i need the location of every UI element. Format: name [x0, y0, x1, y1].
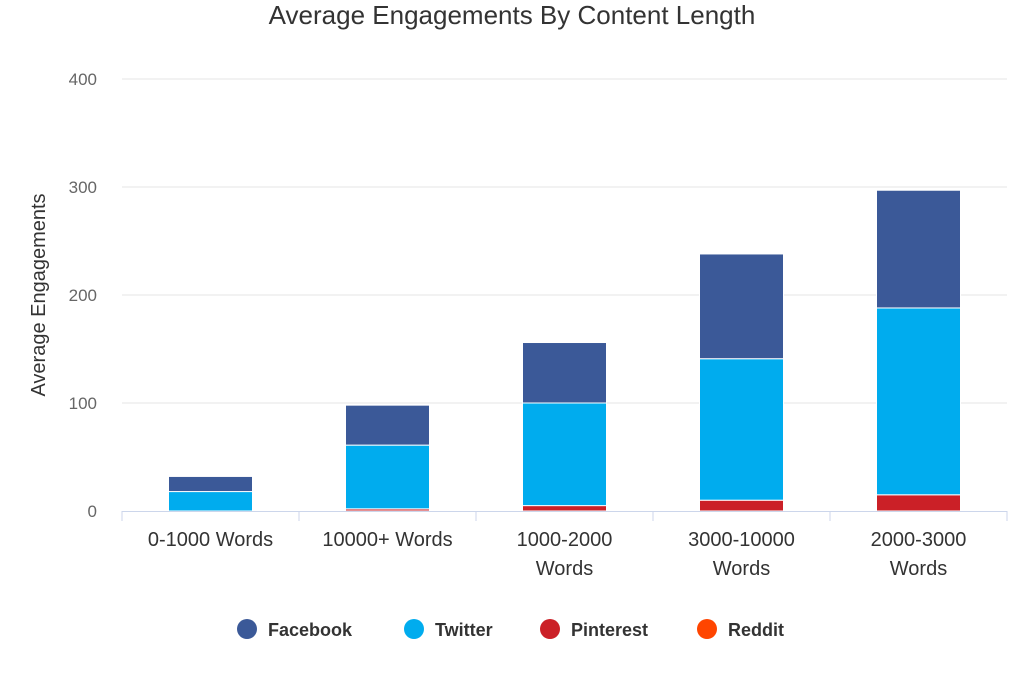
x-tick-label: 1000-2000 [517, 529, 613, 551]
bar-facebook [876, 189, 961, 309]
bar-twitter [522, 402, 607, 507]
x-tick-label: 0-1000 Words [148, 529, 273, 551]
x-tick-label: Words [713, 558, 770, 580]
bar-pinterest [699, 499, 784, 512]
y-tick-label: 0 [88, 502, 97, 521]
bar-twitter [876, 307, 961, 496]
legend-item-reddit: Reddit [728, 620, 784, 640]
legend-marker-pinterest [540, 619, 560, 639]
legend-item-twitter: Twitter [435, 620, 493, 640]
legend-item-pinterest: Pinterest [571, 620, 648, 640]
legend-marker-facebook [237, 619, 257, 639]
bar-facebook [168, 475, 253, 493]
y-tick-label: 400 [69, 70, 97, 89]
legend-marker-reddit [697, 619, 717, 639]
bar-facebook [699, 253, 784, 360]
x-tick-label: 2000-3000 [871, 529, 967, 551]
x-tick-label: 10000+ Words [322, 529, 452, 551]
bar-facebook [522, 342, 607, 404]
y-tick-label: 100 [69, 394, 97, 413]
y-tick-label: 300 [69, 178, 97, 197]
legend-marker-twitter [404, 619, 424, 639]
x-tick-label: Words [890, 558, 947, 580]
legend-item-facebook: Facebook [268, 620, 353, 640]
chart-title: Average Engagements By Content Length [269, 0, 756, 30]
x-tick-label: Words [536, 558, 593, 580]
bar-twitter [345, 444, 430, 510]
y-tick-label: 200 [69, 286, 97, 305]
x-tick-label: 3000-10000 [688, 529, 795, 551]
bar-facebook [345, 404, 430, 446]
y-axis-label: Average Engagements [28, 193, 50, 396]
bar-twitter [699, 358, 784, 501]
bar-pinterest [522, 505, 607, 512]
bar-twitter [168, 491, 253, 512]
bar-pinterest [876, 494, 961, 512]
